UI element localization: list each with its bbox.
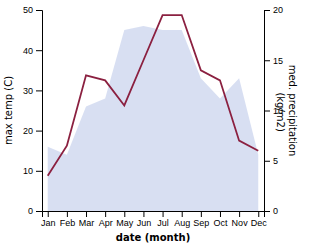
tick-mark (36, 211, 42, 212)
plot: Jan FebMar AprMayJun Jul AugSep Oct NovDec 0 10 2… (3, 5, 298, 243)
tick: 30 (23, 86, 42, 96)
tick-label: 20 (23, 126, 33, 136)
tick-mark (239, 211, 240, 217)
tick-label: Sep (193, 218, 209, 228)
tick-label: Dec (251, 218, 268, 228)
tick: 15 (264, 56, 283, 66)
y2-axis-title: med. precipitation (kg/m2) (275, 65, 298, 157)
chart: Jan FebMar AprMayJun Jul AugSep Oct NovDec 0 10 2… (0, 0, 318, 247)
tick-mark (264, 60, 270, 61)
tick: 40 (23, 46, 42, 56)
tick: Oct (213, 211, 228, 228)
tick: 0 (28, 206, 42, 216)
tick-mark (143, 211, 144, 217)
tick-mark (264, 10, 270, 11)
tick-mark (48, 211, 49, 217)
axis-line (265, 11, 271, 212)
tick-label: May (116, 218, 134, 228)
tick-label: 0 (28, 206, 33, 216)
tick-mark (264, 111, 270, 112)
tick-mark (163, 211, 164, 217)
tick-label: Nov (232, 218, 249, 228)
tick-label: 0 (273, 206, 278, 216)
tick-mark (36, 171, 42, 172)
tick-label: 15 (273, 56, 283, 66)
tick: May (116, 211, 134, 228)
tick: Jun (137, 211, 152, 228)
tick-mark (67, 211, 68, 217)
tick-mark (36, 90, 42, 91)
title-line: (kg/m2) (275, 89, 286, 132)
x-axis-title: date (month) (116, 232, 190, 243)
tick: Jan (41, 211, 56, 228)
tick: Feb (60, 211, 76, 228)
tick: Mar (79, 211, 95, 228)
tick: 20 (264, 5, 283, 15)
tick-mark (264, 161, 270, 162)
marks (48, 15, 259, 211)
tick-label: 30 (23, 86, 33, 96)
tick-label: Apr (99, 218, 113, 228)
tick-label: Feb (60, 218, 76, 228)
tick-label: Mar (79, 218, 95, 228)
tick-label: 50 (23, 5, 33, 15)
title-line: med. precipitation (287, 65, 298, 157)
y-axis: 0 10 20 30 40 50 (23, 5, 43, 216)
tick: 20 (23, 126, 42, 136)
tick: Jul (157, 211, 169, 228)
axis-line (43, 212, 265, 218)
tick: 0 (264, 206, 278, 216)
tick-label: 10 (23, 166, 33, 176)
tick: 10 (23, 166, 42, 176)
tick-label: Jun (137, 218, 152, 228)
tick: Apr (99, 211, 113, 228)
tick-mark (258, 211, 259, 217)
tick-label: 20 (273, 5, 283, 15)
y-axis-title: max temp (C) (3, 76, 14, 145)
tick-mark (36, 10, 42, 11)
axis-line (36, 11, 43, 212)
tick-label: Oct (213, 218, 228, 228)
tick-label: 40 (23, 46, 33, 56)
tick: 5 (264, 156, 278, 166)
tick-mark (124, 211, 125, 217)
tick: Sep (193, 211, 209, 228)
tick-label: Jan (41, 218, 56, 228)
tick-mark (220, 211, 221, 217)
tick: Aug (174, 211, 190, 228)
x-axis: Jan FebMar AprMayJun Jul AugSep Oct NovDec (41, 211, 267, 228)
tick-mark (36, 131, 42, 132)
tick-mark (36, 50, 42, 51)
tick-mark (264, 211, 270, 212)
tick-label: Aug (174, 218, 190, 228)
tick-mark (105, 211, 106, 217)
tick-mark (201, 211, 202, 217)
tick-label: 5 (273, 156, 278, 166)
line (48, 15, 259, 176)
tick: Nov (232, 211, 249, 228)
area (48, 26, 259, 211)
tick: Dec (251, 211, 268, 228)
tick: 50 (23, 5, 42, 15)
tick-mark (182, 211, 183, 217)
tick-mark (86, 211, 87, 217)
tick-label: Jul (157, 218, 169, 228)
